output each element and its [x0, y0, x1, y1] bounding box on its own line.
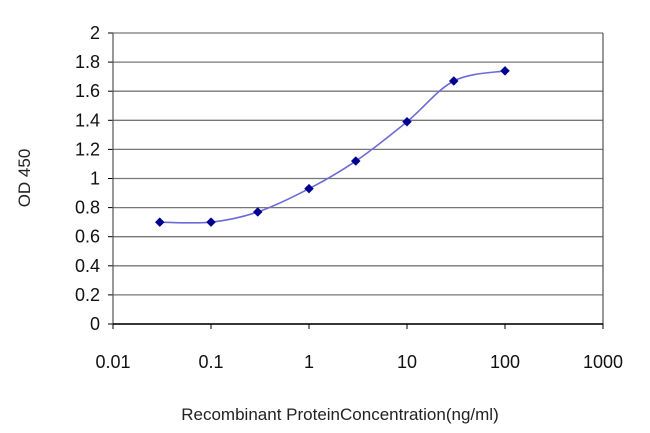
x-tick-label: 0.1: [198, 352, 223, 372]
x-tick-label: 0.01: [95, 352, 130, 372]
y-tick-labels: 0 0.2 0.4 0.6 0.8 1 1.2 1.4 1.6 1.8 2: [75, 23, 100, 334]
data-point-marker: [304, 183, 314, 194]
data-point-marker: [402, 116, 412, 127]
y-tick-label: 0.8: [75, 198, 100, 218]
data-point-marker: [154, 217, 165, 228]
x-tick-label: 1000: [583, 352, 623, 372]
y-tick-label: 1.8: [75, 52, 100, 72]
y-tick-label: 0.4: [75, 256, 100, 276]
axes: [108, 32, 604, 329]
series: [154, 65, 510, 228]
x-tick-label: 1: [304, 352, 314, 372]
y-tick-label: 1.6: [75, 81, 100, 101]
x-tick-label: 10: [397, 352, 417, 372]
y-axis-title: OD 450: [15, 149, 34, 208]
y-tick-label: 0: [90, 314, 100, 334]
y-tick-label: 0.2: [75, 285, 100, 305]
series-line: [159, 70, 506, 224]
y-tick-label: 0.6: [75, 227, 100, 247]
data-point-marker: [500, 65, 510, 76]
x-tick-label: 100: [490, 352, 520, 372]
data-point-marker: [252, 207, 263, 217]
y-tick-label: 1.2: [75, 139, 100, 159]
data-point-marker: [206, 217, 216, 228]
y-tick-label: 2: [90, 23, 100, 43]
x-tick-labels: 0.01 0.1 1 10 100 1000: [95, 352, 623, 372]
y-tick-label: 1: [90, 169, 100, 189]
x-axis-title: Recombinant ProteinConcentration(ng/ml): [181, 405, 499, 424]
data-point-marker: [448, 76, 459, 86]
grid-lines: [113, 32, 603, 325]
data-point-marker: [350, 156, 361, 166]
y-tick-label: 1.4: [75, 110, 100, 130]
